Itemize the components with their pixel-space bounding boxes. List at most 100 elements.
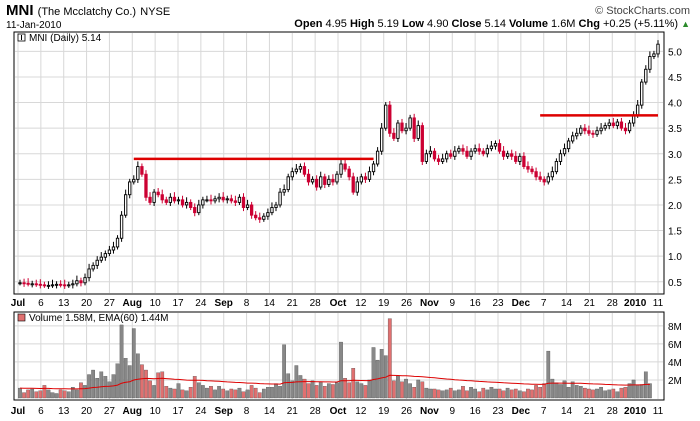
volume-bar <box>249 385 254 399</box>
candle-body <box>542 178 546 183</box>
volume-bar <box>322 386 327 399</box>
open-label: Open <box>294 18 323 30</box>
volume-bar <box>274 383 278 399</box>
candle-body <box>79 280 83 284</box>
candle-body <box>611 122 615 127</box>
volume-bar <box>595 388 599 399</box>
volume-bar <box>461 386 465 399</box>
volume-bar <box>22 392 26 399</box>
volume-bar <box>566 387 571 399</box>
candle-body <box>229 198 233 202</box>
candle-body <box>26 282 30 285</box>
volume-date-label: 20 <box>81 406 93 417</box>
volume-bar <box>103 376 108 399</box>
volume-bar <box>209 386 213 399</box>
candle-body <box>599 127 603 132</box>
candle-body <box>168 196 173 203</box>
ema-line <box>19 374 650 390</box>
up-arrow-icon: ▲ <box>681 19 690 29</box>
volume-bar <box>477 391 482 399</box>
candle-body <box>193 207 197 214</box>
price-date-label: 26 <box>401 298 413 309</box>
volume-bar <box>135 353 140 399</box>
volume-bar <box>331 384 335 399</box>
candle-body <box>95 259 99 266</box>
volume-date-label: 9 <box>450 406 456 417</box>
volume-bar <box>587 388 591 399</box>
volume-bar <box>517 390 522 399</box>
candle-body <box>140 166 144 175</box>
price-date-label: 27 <box>104 298 116 309</box>
candle-body <box>404 127 408 132</box>
volume-bar <box>339 341 343 399</box>
volume-bar <box>318 381 323 399</box>
volume-bar <box>176 383 181 399</box>
volume-tick-label: 2M <box>668 376 682 387</box>
candle-body <box>115 237 120 248</box>
volume-bar <box>38 390 43 399</box>
volume-legend-text: Volume 1.58M, EMA(60) 1.44M <box>29 313 169 324</box>
price-date-label: 16 <box>470 298 482 309</box>
price-date-label: 20 <box>81 298 93 309</box>
price-date-label: 28 <box>607 298 619 309</box>
candle-body <box>558 153 563 162</box>
volume-axis-labels: 2M 4M 6M 8M <box>668 322 682 387</box>
candle-body <box>367 171 372 180</box>
volume-bar <box>282 344 286 399</box>
volume-bar <box>75 389 79 399</box>
candle-body <box>184 201 189 206</box>
candle-body <box>623 127 628 132</box>
volume-bar <box>444 389 449 399</box>
volume-tick-label: 8M <box>668 322 682 333</box>
volume-bar <box>497 388 502 399</box>
volume-bar <box>639 384 644 399</box>
volume-bar <box>62 390 67 399</box>
candle-body <box>566 140 571 150</box>
volume-bar <box>50 392 55 399</box>
candle-body <box>42 284 47 287</box>
volume-bar <box>513 388 518 399</box>
volume-bar <box>489 387 494 399</box>
volume-date-label: 6 <box>38 406 44 417</box>
volume-date-label: 27 <box>104 406 116 417</box>
candle-body <box>485 148 489 155</box>
candle-body <box>298 166 303 170</box>
candle-body <box>636 104 640 116</box>
volume-bar <box>347 382 352 399</box>
candle-body <box>237 196 242 203</box>
candle-body <box>282 189 286 193</box>
volume-bar <box>270 387 274 399</box>
volume-date-label: Jul <box>11 406 26 417</box>
candle-body <box>50 284 55 287</box>
volume-bar <box>188 387 193 399</box>
candle-body <box>176 199 181 202</box>
candle-body <box>522 155 526 168</box>
price-tick-label: 0.5 <box>668 278 682 289</box>
candle-body <box>58 283 63 286</box>
price-gridlines <box>15 33 663 293</box>
price-date-label: 14 <box>264 298 276 309</box>
candle-body <box>294 168 298 173</box>
candle-body <box>514 155 518 162</box>
candle-body <box>233 200 238 203</box>
volume-bar <box>213 389 217 399</box>
candle-body <box>221 196 225 201</box>
volume-bar <box>314 385 319 399</box>
volume-date-label: 24 <box>195 406 207 417</box>
candle-body <box>493 143 498 147</box>
volume-date-label: Sep <box>215 406 233 417</box>
candle-body <box>286 176 290 191</box>
candle-body <box>575 132 579 137</box>
volume-bar <box>501 390 506 399</box>
candle-body <box>375 150 380 165</box>
candle-body <box>579 127 583 134</box>
volume-date-label: 14 <box>561 406 573 417</box>
volume-bar <box>546 350 551 399</box>
volume-label: Volume <box>509 18 548 30</box>
candle-body <box>164 199 168 203</box>
price-tick-label: 3.5 <box>668 124 682 135</box>
candle-body <box>489 145 494 150</box>
candle-body <box>619 121 624 129</box>
candle-body <box>380 127 384 152</box>
company-name: (The Mcclatchy Co.) <box>37 6 137 18</box>
